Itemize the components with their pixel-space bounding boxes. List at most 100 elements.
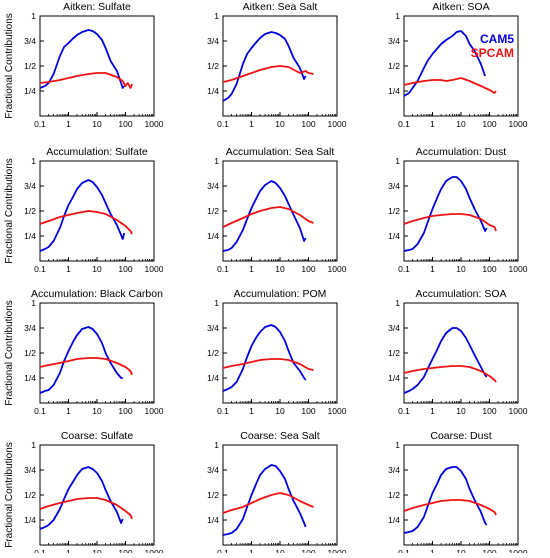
x-tick-label: 100 [482, 548, 496, 553]
series-line-spcam [39, 210, 133, 235]
x-tick-label: 100 [482, 406, 496, 416]
series-line-spcam [222, 65, 314, 83]
plot-frame [222, 302, 338, 404]
x-tick-label: 1000 [509, 548, 528, 553]
y-tick-label: 3/4 [207, 181, 219, 191]
subplot-title: Aitken: Sulfate [63, 1, 131, 13]
subplot-title: Aitken: SOA [432, 1, 489, 13]
subplot-9: Accumulation: SOA 0.1 1 10 100 1000 1/4 1/2 3/4 1 [388, 288, 528, 416]
x-tick-label: 1000 [145, 406, 164, 416]
x-tick-label: 10 [92, 406, 102, 416]
plot-frame [39, 302, 155, 404]
x-tick-label: 1000 [328, 119, 347, 129]
series-line-spcam [403, 499, 497, 516]
y-tick-label: 3/4 [207, 323, 219, 333]
y-tick-label: 3/4 [24, 323, 36, 333]
series-line-cam5 [39, 29, 125, 89]
series-line-cam5 [39, 326, 123, 394]
y-tick-label: 1/2 [388, 61, 400, 71]
series-line-cam5 [39, 466, 124, 530]
y-tick-label: 1 [31, 440, 36, 450]
x-tick-label: 0.1 [34, 119, 46, 129]
series-line-cam5 [403, 466, 488, 534]
y-tick-label: 1/4 [24, 86, 36, 96]
y-axis-label: Fractional Contributions [4, 300, 15, 406]
x-tick-label: 1 [249, 406, 254, 416]
series-line-cam5 [222, 31, 307, 102]
series-line-spcam [222, 206, 314, 228]
y-tick-label: 1 [31, 298, 36, 308]
x-tick-label: 100 [118, 548, 132, 553]
x-tick-label: 1 [66, 406, 71, 416]
x-tick-label: 10 [275, 406, 285, 416]
y-tick-label: 1/2 [24, 490, 36, 500]
x-tick-label: 0.1 [217, 119, 229, 129]
x-tick-label: 10 [92, 264, 102, 274]
legend-entry-cam5: CAM5 [480, 32, 514, 46]
subplot-title: Accumulation: Sulfate [46, 146, 148, 158]
plot-frame [222, 444, 338, 546]
x-tick-label: 1 [249, 119, 254, 129]
y-tick-label: 1/2 [24, 61, 36, 71]
series-line-cam5 [403, 327, 488, 394]
plot-frame [403, 302, 519, 404]
y-tick-label: 3/4 [24, 36, 36, 46]
y-axis-label: Fractional Contributions [4, 158, 15, 264]
y-tick-label: 1 [395, 440, 400, 450]
x-tick-label: 1 [430, 264, 435, 274]
series-line-spcam [222, 492, 314, 514]
y-tick-label: 1/4 [388, 86, 400, 96]
subplot-1: Aitken: Sulfate 0.1 1 10 100 1000 1/4 1/2 3/4 1 Fr… [4, 1, 164, 129]
series-line-spcam [39, 72, 133, 89]
x-tick-label: 10 [456, 406, 466, 416]
subplot-2: Aitken: Sea Salt 0.1 1 10 100 1000 1/4 1/2 3/4 1 [207, 1, 347, 129]
subplot-7: Accumulation: Black Carbon 0.1 1 10 100 1000 1… [4, 288, 164, 416]
y-tick-label: 3/4 [388, 36, 400, 46]
subplot-5: Accumulation: Sea Salt 0.1 1 10 100 1000 1/4 1/… [207, 146, 347, 274]
subplot-12: Coarse: Dust0.111010010001/41/23/41Rain … [388, 430, 528, 558]
series-line-spcam [222, 358, 314, 371]
x-tick-label: 1000 [145, 548, 164, 553]
series-line-cam5 [403, 176, 488, 252]
x-tick-label: 10 [275, 119, 285, 129]
y-axis-label: Fractional Contributions [4, 442, 15, 548]
y-tick-label: 1/4 [207, 86, 219, 96]
y-tick-label: 1/2 [388, 206, 400, 216]
subplot-title: Aitken: Sea Salt [243, 1, 318, 13]
y-tick-label: 1/4 [207, 373, 219, 383]
series-line-spcam [39, 497, 133, 520]
y-tick-label: 1/2 [388, 348, 400, 358]
x-tick-label: 100 [301, 406, 315, 416]
y-tick-label: 1/4 [388, 231, 400, 241]
series-line-spcam [403, 213, 497, 232]
y-tick-label: 1/2 [388, 490, 400, 500]
x-tick-label: 1000 [145, 119, 164, 129]
series-line-spcam [403, 365, 497, 383]
y-tick-label: 1 [31, 11, 36, 21]
subplot-10: Coarse: Sulfate 0.1 1 10 100 1000 1/4 1/2 3/4 1 Fr… [4, 430, 164, 558]
x-tick-label: 10 [456, 119, 466, 129]
y-tick-label: 1/2 [24, 206, 36, 216]
plot-frame [403, 444, 519, 546]
y-tick-label: 1/2 [24, 348, 36, 358]
series-line-cam5 [222, 180, 307, 252]
plot-frame [39, 444, 155, 546]
y-tick-label: 1/2 [207, 206, 219, 216]
x-tick-label: 1000 [328, 406, 347, 416]
subplot-title: Coarse: Sulfate [61, 430, 134, 442]
x-tick-label: 0.1 [34, 548, 46, 553]
x-tick-label: 1 [430, 119, 435, 129]
x-tick-label: 1000 [509, 264, 528, 274]
subplot-8: Accumulation: POM 0.1 1 10 100 1000 1/4 1/2 3/4 1 [207, 288, 347, 416]
y-tick-label: 1/4 [207, 231, 219, 241]
x-tick-label: 1 [66, 264, 71, 274]
y-tick-label: 1/4 [388, 515, 400, 525]
y-tick-label: 1 [31, 156, 36, 166]
series-line-spcam [39, 357, 133, 376]
y-tick-label: 1 [214, 11, 219, 21]
y-tick-label: 3/4 [207, 36, 219, 46]
subplot-title: Accumulation: Black Carbon [31, 288, 163, 300]
x-tick-label: 100 [118, 119, 132, 129]
